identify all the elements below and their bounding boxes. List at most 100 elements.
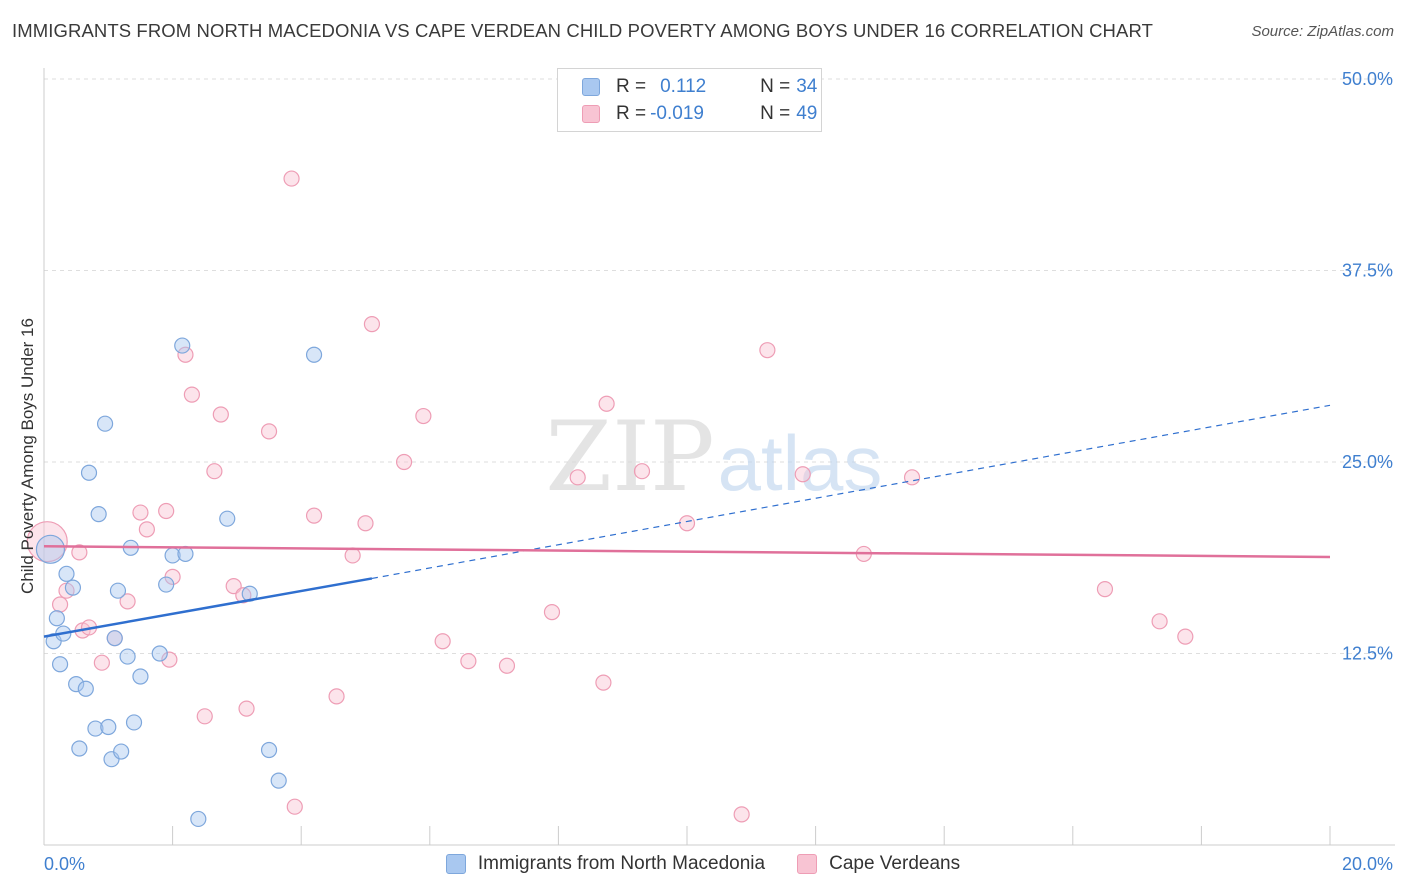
cape-verdean-point: [51, 596, 69, 613]
cape-verdean-point: [235, 587, 252, 604]
y-tick-label: 50.0%: [1342, 69, 1393, 89]
north-macedonia-point: [64, 579, 82, 596]
north-macedonia-point: [151, 645, 168, 662]
cape-verdean-point: [498, 657, 516, 674]
cape-verdean-point: [183, 386, 200, 403]
north-macedonia-point: [109, 582, 127, 599]
trend-line-north-macedonia: [43, 577, 373, 638]
legend-item-north-macedonia: Immigrants from North Macedonia: [445, 853, 765, 875]
cape-verdean-point: [177, 346, 194, 363]
cape-verdean-point: [460, 653, 477, 670]
legend-n-label: N =: [760, 76, 791, 97]
watermark: ZIP atlas: [545, 401, 882, 513]
north-macedonia-point: [125, 714, 143, 731]
cape-verdean-point: [206, 463, 223, 480]
cape-verdean-point: [328, 688, 345, 705]
north-macedonia-point: [260, 741, 278, 759]
cape-verdean-point: [1177, 628, 1194, 645]
cape-verdean-point: [196, 708, 213, 725]
north-macedonia-point: [51, 656, 69, 673]
x-tick-label: 0.0%: [44, 854, 85, 874]
north-macedonia-point: [174, 337, 191, 354]
trend-lines: [43, 404, 1331, 638]
north-macedonia-point: [35, 534, 66, 564]
y-axis-label: Child Poverty Among Boys Under 16: [18, 318, 37, 594]
watermark-zip: ZIP: [545, 401, 714, 513]
north-macedonia-point: [58, 565, 75, 582]
cape-verdean-point: [71, 544, 88, 561]
cape-verdean-point: [260, 423, 278, 440]
legend-r-label: R =: [616, 76, 647, 97]
tick-labels: 12.5% 25.0% 37.5% 50.0% 0.0% 20.0%: [44, 69, 1393, 874]
legend-n-value: 34: [796, 76, 818, 97]
cape-verdean-point: [344, 547, 361, 564]
north-macedonia-point: [71, 740, 88, 757]
cape-verdean-point: [903, 469, 921, 486]
cape-verdean-point: [93, 654, 110, 671]
north-macedonia-point: [305, 346, 323, 363]
north-macedonia-point: [90, 505, 107, 523]
north-macedonia-point: [68, 676, 85, 693]
cape-verdean-point: [138, 521, 155, 538]
series-cape-verdeans-points: [26, 170, 1194, 823]
series-legend: Immigrants from North Macedonia Cape Ver…: [0, 851, 1406, 877]
axes: [43, 68, 1395, 846]
correlation-legend: R = 0.112 N = 34 R = -0.019 N = 49: [557, 68, 822, 132]
source-label: Source: ZipAtlas.com: [1251, 23, 1394, 40]
cape-verdean-point: [543, 604, 561, 621]
north-macedonia-point: [77, 680, 94, 697]
north-macedonia-point: [158, 576, 175, 593]
cape-verdean-point: [363, 316, 381, 333]
watermark-atlas: atlas: [718, 419, 883, 507]
north-macedonia-point: [270, 772, 287, 789]
cape-verdean-point: [1151, 613, 1168, 630]
chart-title: IMMIGRANTS FROM NORTH MACEDONIA VS CAPE …: [12, 20, 1153, 41]
north-macedonia-point: [190, 810, 207, 828]
north-macedonia-point: [80, 464, 98, 481]
cape-verdean-point: [132, 504, 149, 521]
cape-verdean-point: [415, 407, 432, 425]
north-macedonia-point: [100, 718, 117, 736]
legend-n-value: 49: [796, 103, 818, 124]
trend-line-north-macedonia-projection: [371, 404, 1331, 580]
north-macedonia-point: [132, 668, 149, 685]
cape-verdean-point: [1096, 581, 1114, 598]
cape-verdean-point: [598, 395, 615, 412]
y-tick-label: 25.0%: [1342, 452, 1393, 472]
cape-verdean-point: [794, 466, 811, 483]
gridlines: [44, 78, 1395, 654]
x-tick-label: 20.0%: [1342, 854, 1393, 874]
cape-verdean-point: [238, 700, 255, 717]
cape-verdean-point: [434, 633, 451, 650]
legend-swatch-pink: [582, 105, 600, 123]
north-macedonia-point: [113, 743, 130, 760]
legend-swatch-blue: [582, 78, 600, 96]
cape-verdean-point: [212, 406, 229, 423]
cape-verdean-point: [119, 593, 136, 610]
cape-verdean-point: [759, 342, 776, 359]
north-macedonia-point: [219, 510, 236, 527]
cape-verdean-point: [286, 798, 303, 815]
y-tick-label: 12.5%: [1342, 644, 1393, 664]
y-tick-label: 37.5%: [1342, 261, 1393, 281]
cape-verdean-point: [283, 170, 300, 187]
cape-verdean-point: [161, 651, 178, 668]
legend-row-north-macedonia: R = 0.112 N = 34: [582, 75, 817, 99]
legend-swatch-blue: [445, 854, 466, 874]
north-macedonia-point: [106, 630, 123, 647]
legend-row-cape-verdeans: R = -0.019 N = 49: [582, 102, 817, 126]
cape-verdean-point: [305, 507, 323, 524]
cape-verdean-point: [357, 515, 374, 532]
legend-r-value: 0.112: [660, 76, 707, 97]
legend-swatch-pink: [797, 854, 818, 874]
cape-verdean-point: [733, 806, 750, 823]
north-macedonia-point: [96, 415, 114, 432]
legend-label: Cape Verdeans: [829, 853, 961, 874]
legend-item-cape-verdeans: Cape Verdeans: [797, 853, 960, 875]
north-macedonia-point: [87, 720, 104, 737]
legend-r-label: R =: [616, 103, 647, 124]
legend-n-label: N =: [760, 103, 791, 124]
north-macedonia-point: [119, 648, 136, 665]
cape-verdean-point: [158, 502, 175, 520]
